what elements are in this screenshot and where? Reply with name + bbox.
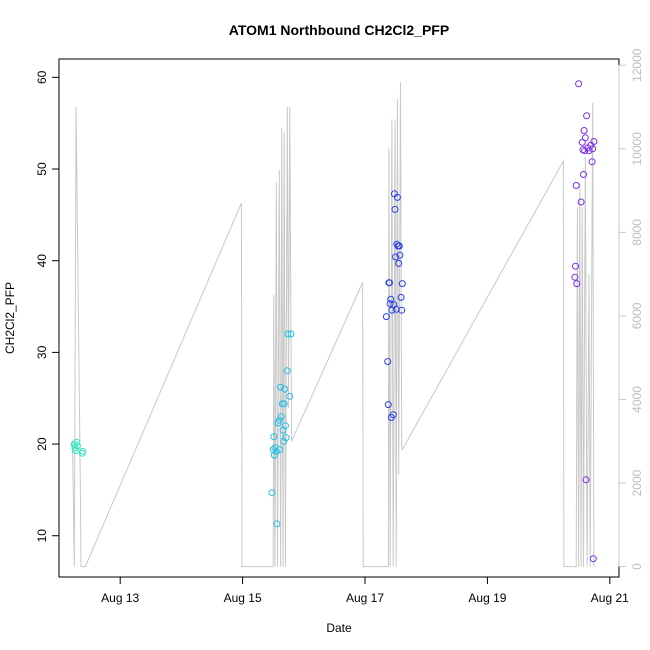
- secondary-line-layer: [72, 81, 595, 568]
- data-point: [283, 367, 291, 375]
- plot-frame: [58, 58, 620, 578]
- y-tick-label: 30: [35, 345, 49, 359]
- data-point: [270, 433, 278, 441]
- y-axis-right: 0 2000 4000 6000 8000 10000 12000: [618, 48, 644, 570]
- data-point: [281, 385, 289, 393]
- data-point: [284, 330, 292, 338]
- data-point: [571, 273, 579, 281]
- y2-tick-label: 2000: [630, 469, 644, 496]
- data-point: [572, 262, 579, 270]
- data-point: [286, 392, 294, 400]
- y2-tick-label: 4000: [630, 386, 644, 413]
- y-tick-label: 40: [35, 254, 49, 268]
- data-point: [395, 259, 403, 267]
- data-point: [273, 520, 281, 528]
- data-point: [589, 145, 597, 153]
- y-tick-label: 60: [35, 70, 49, 84]
- x-tick-label: Aug 13: [101, 591, 139, 605]
- data-point: [391, 205, 399, 213]
- data-point: [397, 293, 405, 301]
- data-point: [580, 127, 588, 134]
- y-axis-left: 10 20 30 40 50 60: [35, 70, 60, 543]
- data-point: [272, 447, 280, 455]
- data-point: [277, 413, 285, 421]
- data-point: [396, 251, 404, 259]
- data-point: [577, 198, 585, 206]
- data-point: [79, 447, 87, 455]
- data-point: [384, 358, 392, 365]
- x-axis-label: Date: [326, 621, 352, 635]
- data-point: [575, 80, 583, 88]
- data-point: [384, 401, 392, 409]
- x-tick-label: Aug 21: [591, 591, 629, 605]
- data-point: [72, 447, 79, 454]
- y2-tick-label: 10000: [630, 132, 644, 166]
- data-point: [387, 295, 395, 303]
- x-tick-label: Aug 15: [224, 591, 262, 605]
- data-point: [573, 280, 581, 288]
- y-axis-label: CH2Cl2_PFP: [3, 282, 17, 354]
- data-point: [73, 442, 81, 450]
- data-point: [588, 158, 596, 166]
- x-axis: Aug 13 Aug 15 Aug 17 Aug 19 Aug 21: [101, 576, 629, 605]
- data-point: [282, 434, 290, 442]
- data-point: [276, 446, 284, 454]
- data-point: [580, 171, 587, 178]
- data-point: [280, 400, 288, 408]
- data-point: [589, 555, 597, 563]
- data-point: [386, 279, 393, 287]
- y-tick-label: 50: [35, 162, 49, 176]
- data-point: [287, 330, 295, 338]
- y-tick-label: 20: [35, 437, 49, 451]
- data-point: [392, 253, 400, 261]
- data-point: [581, 134, 589, 142]
- data-point: [582, 476, 590, 484]
- x-tick-label: Aug 19: [468, 591, 506, 605]
- data-point: [590, 138, 598, 145]
- data-point: [393, 193, 401, 201]
- y2-tick-label: 6000: [630, 302, 644, 329]
- data-point: [277, 383, 285, 391]
- data-point: [398, 306, 406, 314]
- data-point: [382, 313, 390, 321]
- data-point: [386, 300, 394, 308]
- y2-tick-label: 8000: [630, 219, 644, 246]
- secondary-series-line: [72, 81, 595, 568]
- data-point: [275, 416, 283, 424]
- y-tick-label: 10: [35, 529, 49, 543]
- data-point: [395, 242, 403, 250]
- data-point: [398, 280, 406, 288]
- y2-tick-label: 12000: [630, 48, 644, 82]
- data-point: [389, 411, 397, 419]
- data-point: [583, 112, 591, 120]
- chart-title: ATOM1 Northbound CH2Cl2_PFP: [229, 22, 449, 38]
- x-tick-label: Aug 17: [346, 591, 384, 605]
- data-point: [270, 451, 278, 459]
- y2-tick-label: 0: [630, 563, 644, 570]
- data-point: [73, 438, 81, 446]
- data-point: [268, 489, 276, 497]
- data-point: [281, 422, 289, 430]
- scatter-points-layer: [70, 80, 598, 563]
- data-point: [572, 182, 580, 189]
